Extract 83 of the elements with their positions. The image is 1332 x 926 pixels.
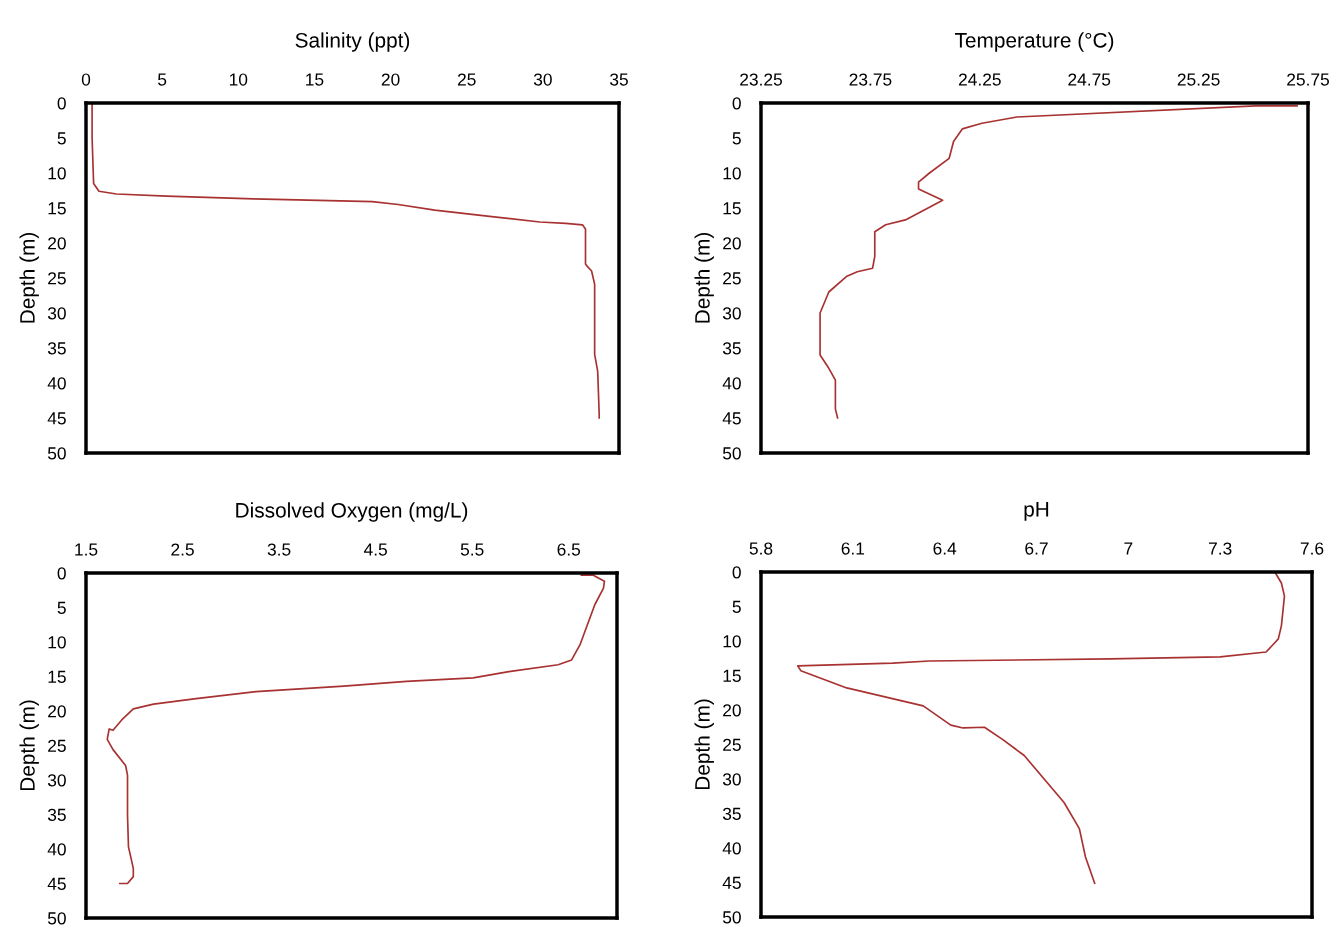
y-tick-label: 25: [48, 272, 66, 285]
x-tick-label: 1.5: [75, 543, 98, 556]
y-tick-label: 40: [722, 842, 741, 855]
y-tick-label: 50: [47, 447, 66, 460]
y-tick-label: 5: [732, 600, 741, 613]
y-tick-label: 0: [732, 566, 741, 579]
y-tick-label: 45: [722, 412, 741, 425]
x-tick-label: 4.5: [363, 543, 387, 556]
y-tick-label: 25: [723, 272, 741, 285]
chart-title: Salinity (ppt): [295, 32, 410, 52]
x-tick-label: 7: [1124, 542, 1133, 555]
y-tick-label: 40: [47, 377, 66, 390]
x-tick-label: 2.5: [171, 543, 194, 556]
y-tick-label: 30: [722, 307, 741, 320]
y-axis-title: Depth (m): [694, 699, 714, 790]
y-tick-label: 5: [57, 132, 66, 145]
y-tick-label: 50: [722, 447, 741, 460]
y-tick-label: 20: [48, 705, 66, 718]
y-tick-label: 50: [722, 911, 741, 924]
x-tick-label: 24.75: [1068, 73, 1111, 86]
x-tick-label: 24.25: [958, 73, 1001, 86]
y-tick-label: 45: [722, 876, 741, 889]
y-tick-label: 45: [47, 412, 66, 425]
y-tick-label: 15: [48, 202, 66, 215]
y-tick-label: 0: [57, 567, 66, 580]
x-tick-label: 23.25: [740, 73, 782, 86]
y-tick-label: 10: [723, 167, 741, 180]
y-tick-label: 30: [47, 307, 66, 320]
x-tick-label: 25: [457, 73, 476, 86]
x-tick-label: 7.6: [1300, 542, 1324, 555]
x-tick-label: 6.1: [841, 542, 865, 555]
y-tick-label: 50: [47, 912, 66, 925]
x-tick-label: 3.5: [267, 543, 291, 556]
y-tick-label: 20: [723, 237, 741, 250]
chart-title: Dissolved Oxygen (mg/L): [236, 502, 468, 522]
line-series: [819, 104, 1298, 419]
y-tick-label: 25: [723, 738, 741, 751]
y-tick-label: 20: [48, 237, 66, 250]
x-tick-label: 20: [381, 73, 400, 86]
y-tick-label: 10: [48, 636, 66, 649]
y-tick-label: 15: [723, 202, 741, 215]
y-tick-label: 40: [722, 377, 741, 390]
y-tick-label: 15: [723, 669, 741, 682]
y-tick-label: 35: [722, 807, 741, 820]
x-tick-label: 0: [81, 73, 91, 86]
x-tick-label: 6.5: [557, 543, 581, 556]
y-axis-title: Depth (m): [694, 232, 714, 323]
y-tick-label: 0: [732, 97, 741, 110]
x-tick-label: 25.75: [1287, 73, 1329, 86]
y-tick-label: 30: [47, 774, 66, 787]
x-tick-label: 10: [229, 73, 248, 86]
x-tick-label: 5.5: [460, 543, 484, 556]
y-tick-label: 30: [722, 773, 741, 786]
y-axis-title: Depth (m): [19, 700, 39, 791]
y-tick-label: 35: [47, 808, 66, 821]
x-tick-label: 5.8: [749, 542, 773, 555]
x-tick-label: 30: [533, 73, 552, 86]
x-tick-label: 15: [306, 73, 324, 86]
y-tick-label: 15: [48, 670, 66, 683]
x-tick-label: 25.25: [1177, 73, 1220, 86]
x-tick-label: 23.75: [849, 73, 892, 86]
line-series: [91, 103, 601, 419]
y-tick-label: 45: [47, 877, 66, 890]
y-tick-label: 20: [723, 704, 741, 717]
chart-title: pH: [1024, 502, 1049, 521]
line-series: [106, 574, 606, 885]
chart-title: Temperature (°C): [954, 32, 1114, 52]
y-axis-title: Depth (m): [19, 232, 39, 323]
x-tick-label: 6.7: [1025, 542, 1048, 555]
y-tick-label: 0: [57, 97, 66, 110]
x-tick-label: 5: [158, 73, 167, 86]
line-series: [796, 572, 1286, 885]
y-tick-label: 40: [47, 843, 66, 856]
y-tick-label: 5: [57, 601, 66, 614]
x-tick-label: 35: [610, 73, 628, 86]
y-tick-label: 10: [48, 167, 66, 180]
y-tick-label: 25: [48, 739, 66, 752]
y-tick-label: 35: [47, 342, 66, 355]
x-tick-label: 6.4: [933, 542, 957, 555]
x-tick-label: 7.3: [1208, 542, 1232, 555]
y-tick-label: 5: [732, 132, 741, 145]
y-tick-label: 10: [723, 635, 741, 648]
y-tick-label: 35: [722, 342, 741, 355]
